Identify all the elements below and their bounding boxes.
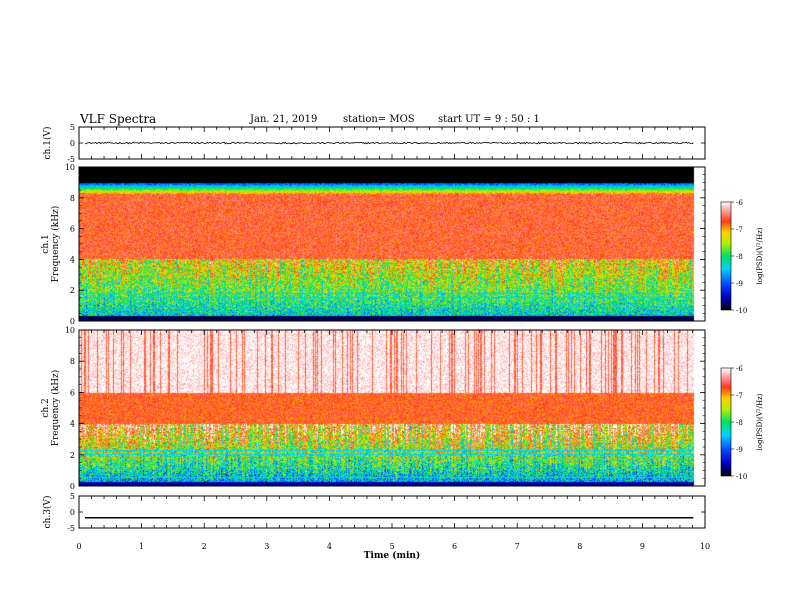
date-label: Jan. 21, 2019 xyxy=(250,114,318,125)
y-tick-label: 2 xyxy=(70,451,75,460)
y-tick-label: -5 xyxy=(67,524,75,533)
y-tick-label: 8 xyxy=(70,357,75,366)
colorbar-tick-label: -7 xyxy=(736,392,743,400)
y-tick-label: 5 xyxy=(70,492,75,501)
colorbar-tick-label: -10 xyxy=(736,473,747,481)
x-tick-label: 2 xyxy=(202,542,207,551)
colorbar-tick-label: -7 xyxy=(736,226,743,234)
ch1-colorbar xyxy=(720,201,732,311)
x-tick-label: 5 xyxy=(389,542,394,551)
colorbar-tick-label: -8 xyxy=(736,253,743,261)
y-tick-label: 5 xyxy=(70,123,75,132)
x-tick-label: 1 xyxy=(139,542,144,551)
colorbar-tick-label: -6 xyxy=(736,365,743,373)
colorbar-tick-label: -10 xyxy=(736,307,747,315)
ch3-y-ticks: 5 0 -5 xyxy=(67,492,706,533)
ch3-waveform-panel: 5 0 -5 ch.3(V) xyxy=(42,492,706,533)
y-tick-label: 8 xyxy=(70,194,75,203)
colorbar-tick-label: -9 xyxy=(736,446,743,454)
figure-title: VLF Spectra xyxy=(80,112,157,126)
ch2-colorbar-label: log(PSD)(V²/Hz) xyxy=(756,393,764,450)
ch1-spectrogram-image xyxy=(79,167,705,321)
start-time-label: start UT = 9 : 50 : 1 xyxy=(438,114,540,125)
y-tick-label: 4 xyxy=(70,255,75,264)
x-tick-label: 4 xyxy=(327,542,332,551)
ch1-waveform-panel: 5 0 -5 ch.1(V) xyxy=(42,123,706,164)
ch3-waveform-ylabel: ch.3(V) xyxy=(42,496,53,529)
x-tick-label: 8 xyxy=(577,542,582,551)
ch1-colorbar-label: log(PSD)(V²/Hz) xyxy=(756,227,764,284)
colorbar-tick-label: -8 xyxy=(736,419,743,427)
y-tick-label: 6 xyxy=(70,388,75,397)
station-label: station= MOS xyxy=(343,114,415,125)
y-tick-label: 0 xyxy=(70,139,75,148)
colorbar-tick-label: -6 xyxy=(736,199,743,207)
ch1-colorbar-ticks: -6 -7 -8 -9 -10 xyxy=(731,199,747,315)
ch1-waveform-line xyxy=(85,141,694,145)
y-tick-label: 6 xyxy=(70,225,75,234)
ch1-y-ticks: 5 0 -5 xyxy=(67,123,706,164)
ch1-waveform-ylabel: ch.1(V) xyxy=(42,127,53,160)
x-tick-label: 10 xyxy=(700,542,710,551)
ch1-spectrogram-ylabel: ch.1Frequency (kHz) xyxy=(41,206,61,283)
ch1-spectrogram-y-ticks: 0 2 4 6 8 10 xyxy=(65,163,706,326)
y-tick-label: 4 xyxy=(70,420,75,429)
x-tick-label: 9 xyxy=(640,542,645,551)
spectrogram-raster xyxy=(79,167,705,321)
spectrogram-raster xyxy=(79,330,705,486)
y-tick-label: 2 xyxy=(70,286,75,295)
colorbar-tick-label: -9 xyxy=(736,280,743,288)
x-tick-label: 0 xyxy=(76,542,81,551)
y-tick-label: 10 xyxy=(65,326,75,335)
time-x-axis: 0 1 2 3 4 5 6 7 8 9 10 xyxy=(76,542,710,551)
x-tick-label: 7 xyxy=(515,542,520,551)
waveform-trace xyxy=(85,141,694,145)
x-tick-label: 3 xyxy=(264,542,269,551)
y-tick-label: 0 xyxy=(70,508,75,517)
x-axis-label: Time (min) xyxy=(364,550,421,561)
ch2-spectrogram-ylabel: ch.2Frequency (kHz) xyxy=(41,370,61,447)
y-tick-label: 0 xyxy=(70,482,75,491)
y-tick-label: 0 xyxy=(70,317,75,326)
ch2-spectrogram-image xyxy=(79,330,705,486)
y-tick-label: -5 xyxy=(67,155,75,164)
ch2-colorbar xyxy=(720,367,732,477)
y-tick-label: 10 xyxy=(65,163,75,172)
ch2-spectrogram-y-ticks: 0 2 4 6 8 10 xyxy=(65,326,706,491)
x-tick-label: 6 xyxy=(452,542,457,551)
ch2-colorbar-ticks: -6 -7 -8 -9 -10 xyxy=(731,365,747,481)
